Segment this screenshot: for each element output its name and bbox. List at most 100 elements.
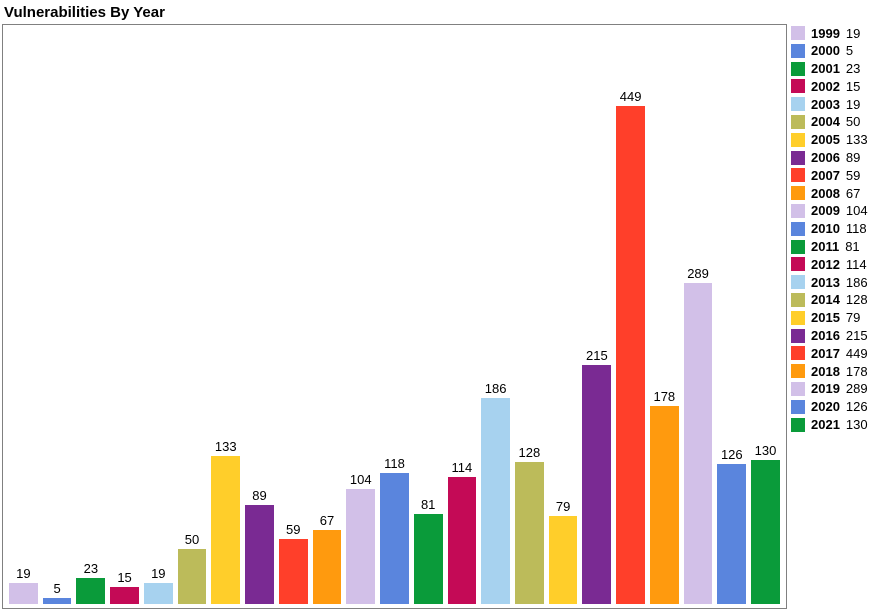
bar-value-label: 81 [421,497,435,512]
legend-value: 23 [846,62,860,75]
bar [380,473,409,604]
bar [346,489,375,604]
legend-year: 2000 [811,44,840,57]
bar-value-label: 15 [117,570,131,585]
legend-item: 2013186 [791,275,891,289]
bars-group: 1952315195013389596710411881114186128792… [9,29,780,604]
legend-year: 2021 [811,418,840,431]
bar [582,365,611,604]
bar-slot: 130 [751,29,780,604]
bar-value-label: 114 [452,460,473,475]
bar-slot: 449 [616,29,645,604]
legend-item: 2021 130 [791,418,891,432]
bar [751,460,780,604]
bar-value-label: 5 [53,581,60,596]
bar [43,598,72,604]
bar-slot: 133 [211,29,240,604]
bar [110,587,139,604]
legend-value: 215 [846,329,868,342]
legend-value: 118 [846,222,867,235]
legend-swatch [791,346,805,360]
bar [76,578,105,604]
bar-value-label: 59 [286,522,300,537]
legend-item: 2017 449 [791,346,891,360]
legend-value: 289 [846,382,868,395]
legend-item: 200759 [791,168,891,182]
legend-item: 2001 23 [791,62,891,76]
bar-value-label: 289 [687,266,709,281]
legend-item: 2002 15 [791,79,891,93]
bar-slot: 215 [582,29,611,604]
legend-swatch [791,97,805,111]
legend-item: 200319 [791,97,891,111]
bar-slot: 79 [549,29,578,604]
legend-year: 2005 [811,133,840,146]
legend-year: 2017 [811,347,840,360]
legend-value: 449 [846,347,868,360]
legend-swatch [791,115,805,129]
bar-value-label: 178 [653,389,675,404]
legend-value: 81 [845,240,859,253]
legend-item: 2012114 [791,257,891,271]
legend-item: 2018 178 [791,364,891,378]
legend-value: 104 [846,204,868,217]
legend-year: 2011 [811,240,839,253]
bar-slot: 59 [279,29,308,604]
bar [211,456,240,604]
bar-value-label: 215 [586,348,608,363]
bar-value-label: 19 [151,566,165,581]
bar-slot: 5 [43,29,72,604]
legend-item: 2010118 [791,222,891,236]
legend-value: 67 [846,187,860,200]
legend-year: 2009 [811,204,840,217]
legend-value: 59 [846,169,860,182]
legend-item: 2014128 [791,293,891,307]
legend-swatch [791,168,805,182]
legend-item: 2008 67 [791,186,891,200]
legend-year: 2018 [811,365,840,378]
bar-slot: 126 [717,29,746,604]
legend-swatch [791,400,805,414]
bar-slot: 289 [684,29,713,604]
legend-item: 2019289 [791,382,891,396]
legend-swatch [791,151,805,165]
legend-swatch [791,418,805,432]
legend-year: 2008 [811,187,840,200]
legend-item: 2009 104 [791,204,891,218]
legend-year: 2001 [811,62,840,75]
bar-value-label: 133 [215,439,237,454]
bar-value-label: 79 [556,499,570,514]
legend-swatch [791,364,805,378]
legend-value: 130 [846,418,868,431]
bar-slot: 118 [380,29,409,604]
bar [279,539,308,604]
bar [549,516,578,604]
legend-value: 178 [846,365,868,378]
bar-value-label: 19 [16,566,30,581]
legend-year: 2016 [811,329,840,342]
bar-value-label: 118 [384,456,405,471]
bar [650,406,679,604]
legend-value: 114 [846,258,867,271]
legend-year: 2020 [811,400,840,413]
bar-slot: 186 [481,29,510,604]
bar-slot: 23 [76,29,105,604]
legend-value: 79 [846,311,860,324]
legend-swatch [791,62,805,76]
legend-year: 2004 [811,115,840,128]
bar-slot: 19 [144,29,173,604]
chart-title: Vulnerabilities By Year [0,0,895,23]
legend: 1999192000520012320021520031920045020051… [791,26,891,432]
legend-swatch [791,293,805,307]
legend-item: 2011 81 [791,240,891,254]
bar [178,549,207,605]
bar-value-label: 89 [252,488,266,503]
legend-year: 2002 [811,80,840,93]
legend-swatch [791,133,805,147]
legend-year: 2013 [811,276,840,289]
bar [245,505,274,604]
bar-slot: 50 [178,29,207,604]
bar [9,583,38,604]
legend-value: 15 [846,80,860,93]
legend-value: 89 [846,151,860,164]
